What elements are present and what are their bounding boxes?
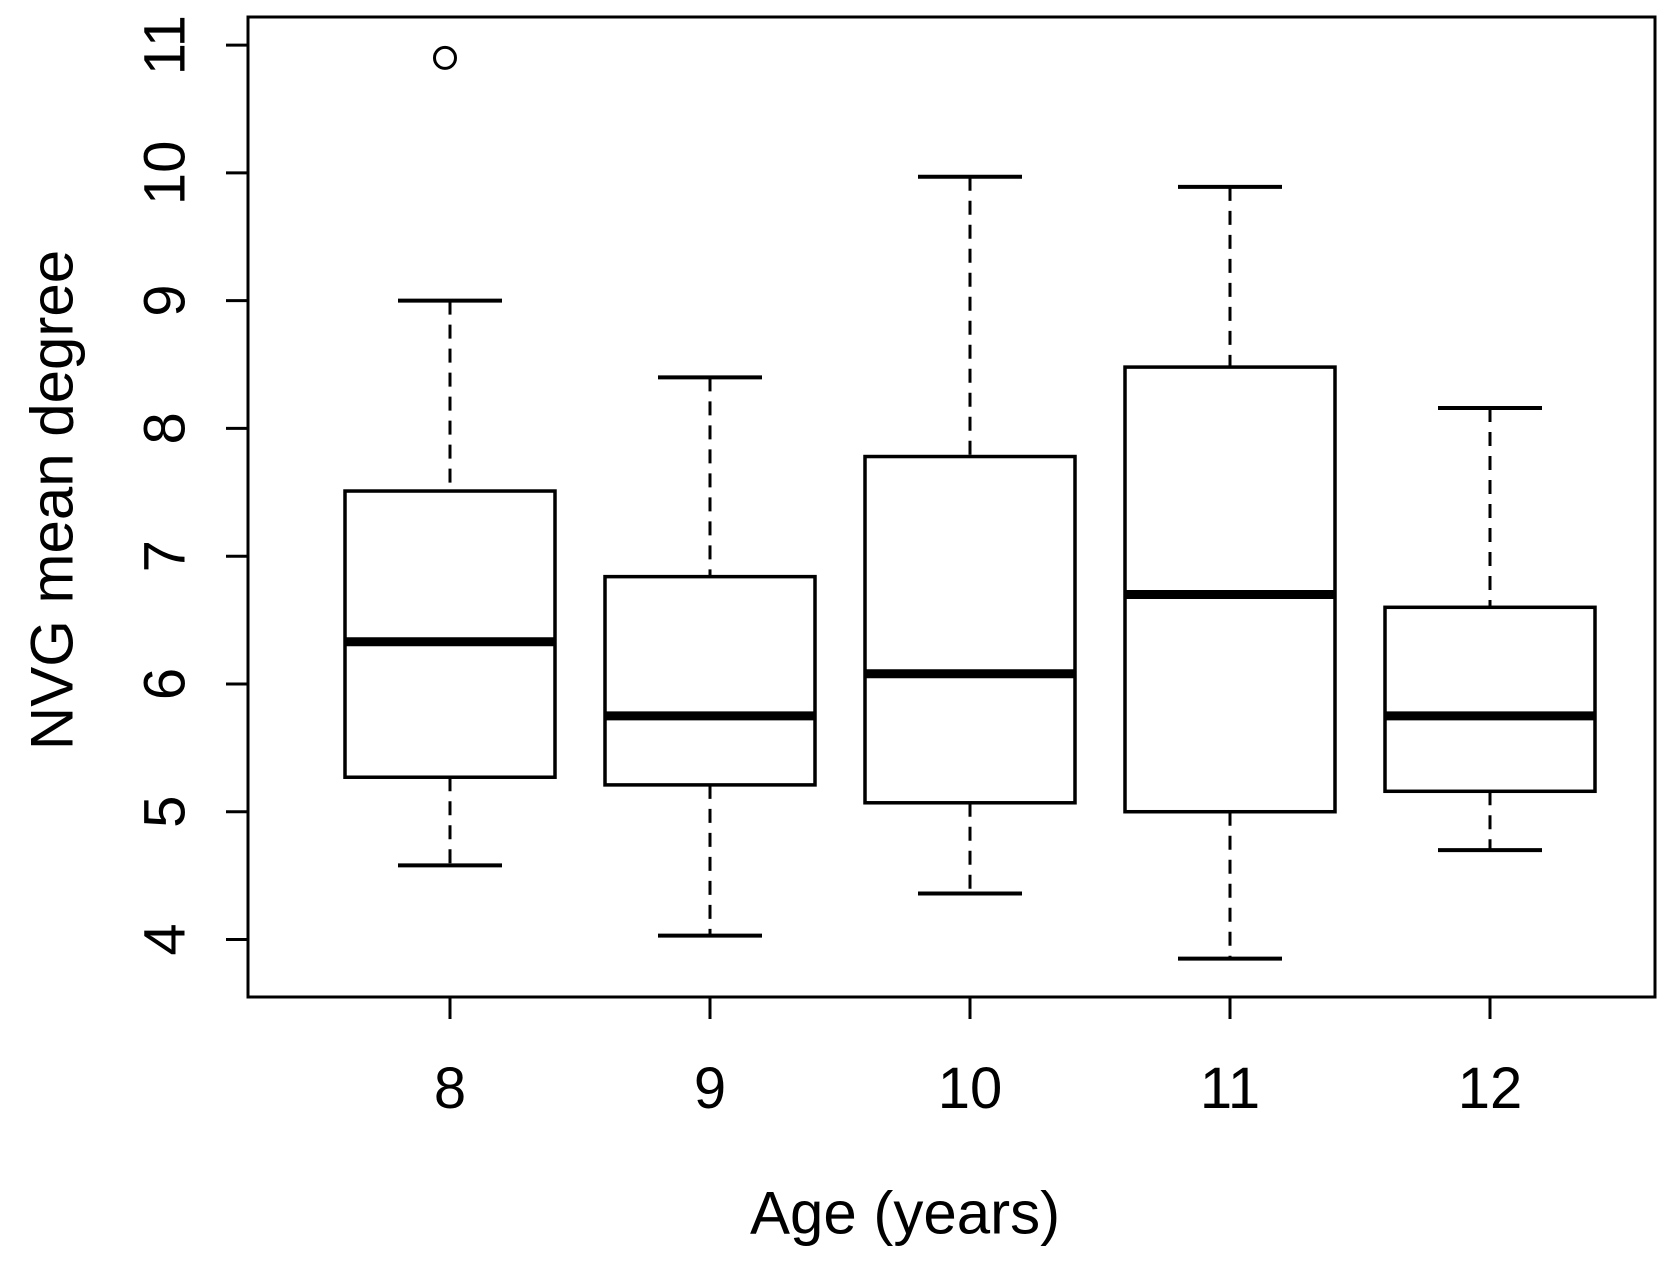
iqr-box-age-9 (603, 574, 817, 787)
plot-frame (246, 15, 1657, 999)
iqr-box-age-8 (343, 489, 557, 779)
iqr-box-age-11 (1123, 365, 1337, 814)
x-tick-label: 12 (1458, 1056, 1523, 1121)
iqr-box-age-10 (863, 454, 1077, 805)
x-tick-label: 8 (434, 1056, 466, 1121)
iqr-box-age-12 (1383, 605, 1597, 794)
outlier-point-age-8 (433, 45, 457, 70)
y-tick-label: 9 (133, 285, 198, 317)
y-axis-title: NVG mean degree (18, 249, 86, 751)
y-tick-label: 4 (133, 923, 198, 955)
y-tick-label: 8 (133, 412, 198, 444)
x-tick-label: 10 (938, 1056, 1003, 1121)
x-axis-title: Age (years) (749, 1179, 1061, 1247)
x-tick-label: 9 (694, 1056, 726, 1121)
y-tick-label: 6 (133, 668, 198, 700)
y-tick-label: 5 (133, 796, 198, 828)
y-tick-label: 7 (133, 540, 198, 572)
x-tick-label: 11 (1200, 1056, 1260, 1121)
y-tick-label: 11 (133, 15, 198, 75)
y-tick-label: 10 (133, 141, 198, 206)
